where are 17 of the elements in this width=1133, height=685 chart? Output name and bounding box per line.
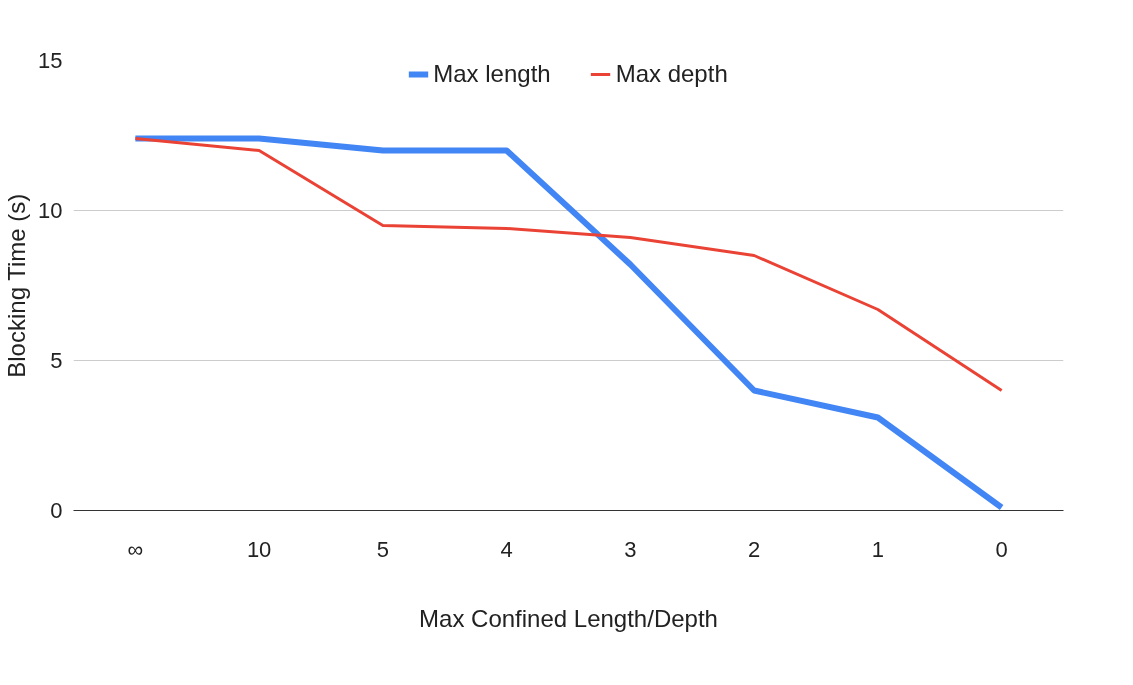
x-tick-label: 3	[624, 536, 637, 562]
x-tick-label: 10	[246, 536, 272, 562]
x-tick-label: 5	[376, 536, 390, 562]
x-tick-label: 1	[871, 536, 885, 562]
legend-label: Max length	[433, 60, 551, 88]
y-tick-label: 10	[38, 198, 63, 223]
x-axis-title: Max Confined Length/Depth	[419, 604, 718, 632]
y-tick-label: 15	[38, 48, 63, 73]
x-tick-label: ∞	[127, 536, 144, 562]
y-axis-title: Blocking Time (s)	[3, 193, 31, 378]
legend-label: Max depth	[615, 60, 728, 88]
y-tick-label: 5	[50, 348, 63, 373]
y-tick-label: 0	[50, 498, 63, 523]
x-tick-label: 4	[500, 536, 513, 562]
x-tick-label: 2	[748, 536, 761, 562]
x-tick-label: 0	[995, 536, 1008, 562]
line-series	[133, 137, 1004, 392]
